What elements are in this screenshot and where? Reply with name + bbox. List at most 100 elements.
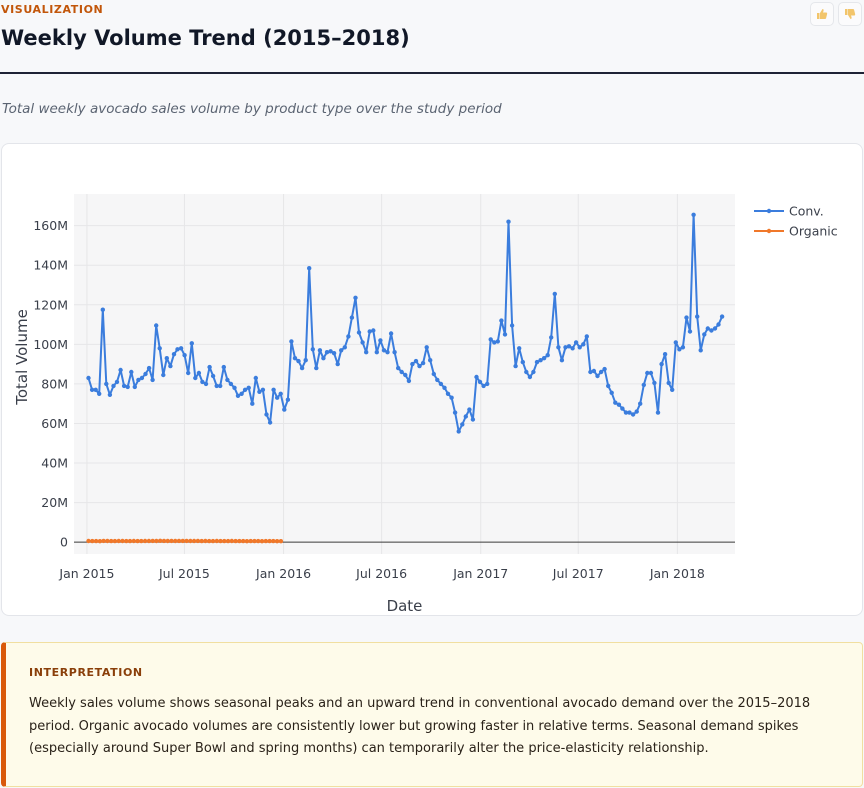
data-point-conv (413, 358, 419, 364)
data-point-organic (184, 538, 189, 544)
data-point-conv (200, 379, 205, 385)
data-point-conv (164, 356, 169, 361)
interpretation-body: Weekly sales volume shows seasonal peaks… (29, 696, 811, 756)
data-point-conv (317, 348, 323, 353)
data-point-conv (581, 342, 586, 347)
data-point-conv (353, 295, 358, 300)
page-subtitle: Total weekly avocado sales volume by pro… (2, 101, 502, 117)
data-point-conv (292, 356, 298, 361)
data-point-conv (452, 410, 458, 415)
data-point-conv (506, 219, 511, 224)
y-tick-label: 140M (33, 258, 68, 273)
legend-label-conv: Conv. (789, 204, 824, 219)
data-point-conv (442, 385, 447, 390)
data-point-organic (135, 538, 140, 544)
data-point-conv (403, 372, 408, 378)
data-point-conv (602, 366, 607, 372)
data-point-conv (538, 358, 543, 363)
interpretation-callout: INTERPRETATION Weekly sales volume shows… (1, 642, 863, 787)
data-point-conv (662, 352, 668, 357)
data-point-organic (188, 538, 193, 544)
data-point-conv (559, 358, 565, 363)
data-point-conv (702, 332, 707, 337)
data-point-conv (339, 348, 344, 353)
data-point-conv (406, 378, 412, 384)
data-point-conv (638, 401, 643, 406)
data-point-conv (239, 391, 244, 396)
data-point-conv (378, 338, 383, 343)
chart-card: 0 20M 40M 60M 80M 100M 120M 140M 160M Jan 2015 Jul… (1, 143, 863, 616)
x-tick-label: Jul 2016 (355, 566, 407, 581)
data-point-organic (218, 538, 223, 544)
data-point-conv (289, 339, 294, 344)
thumbs-down-button[interactable] (838, 2, 862, 26)
volume-line-chart[interactable]: 0 20M 40M 60M 80M 100M 120M 140M 160M Jan 2015 Jul… (2, 144, 864, 617)
data-point-organic (259, 539, 265, 544)
x-tick-label: Jul 2017 (552, 566, 604, 581)
data-point-conv (424, 345, 429, 350)
data-point-conv (186, 370, 191, 376)
data-point-conv (146, 365, 152, 371)
data-point-conv (143, 371, 148, 377)
data-point-conv (157, 346, 162, 351)
data-point-conv (570, 346, 575, 351)
data-point-organic (278, 539, 284, 544)
data-point-conv (388, 331, 394, 336)
data-point-conv (645, 370, 650, 376)
data-point-organic (229, 538, 234, 544)
data-point-organic (263, 538, 268, 544)
data-point-conv (285, 397, 291, 402)
data-point-conv (517, 346, 522, 351)
data-point-conv (125, 384, 130, 390)
data-point-conv (139, 375, 145, 381)
data-point-organic (199, 538, 204, 544)
x-axis-title: Date (387, 597, 423, 615)
data-point-conv (296, 358, 301, 364)
data-point-conv (552, 291, 557, 297)
data-point-conv (598, 369, 604, 375)
data-point-conv (588, 369, 593, 375)
data-point-conv (346, 334, 351, 339)
data-point-conv (445, 391, 451, 396)
data-point-organic (120, 538, 125, 544)
data-point-organic (244, 539, 250, 544)
data-point-conv (228, 381, 234, 387)
data-point-conv (232, 385, 237, 390)
data-point-conv (609, 390, 614, 395)
data-point-organic (256, 538, 261, 544)
data-point-organic (267, 538, 272, 544)
data-point-conv (364, 350, 369, 355)
y-tick-label: 20M (41, 495, 68, 510)
data-point-conv (210, 373, 216, 379)
data-point-conv (114, 379, 120, 385)
data-point-conv (573, 340, 579, 345)
data-point-conv (680, 345, 686, 350)
thumbs-up-button[interactable] (810, 2, 834, 26)
data-point-organic (252, 538, 257, 544)
data-point-conv (524, 369, 529, 375)
data-point-conv (648, 370, 654, 376)
data-point-organic (86, 538, 91, 544)
data-point-conv (545, 353, 550, 358)
data-point-conv (242, 387, 248, 392)
data-point-conv (634, 409, 639, 414)
data-point-conv (246, 385, 251, 390)
data-point-conv (677, 347, 682, 352)
data-point-organic (241, 538, 246, 544)
data-point-conv (221, 364, 226, 370)
data-point-organic (222, 538, 227, 544)
data-point-conv (260, 387, 266, 392)
data-point-organic (203, 538, 208, 544)
data-point-conv (499, 318, 504, 323)
data-point-conv (175, 347, 180, 352)
data-point-organic (271, 538, 276, 544)
header-divider (0, 72, 864, 74)
data-point-conv (449, 395, 454, 400)
data-point-conv (616, 402, 622, 407)
data-point-conv (470, 417, 476, 422)
data-point-organic (97, 539, 103, 544)
data-point-organic (173, 538, 178, 544)
data-point-conv (385, 350, 390, 355)
data-point-conv (417, 363, 422, 369)
data-point-conv (299, 365, 305, 371)
